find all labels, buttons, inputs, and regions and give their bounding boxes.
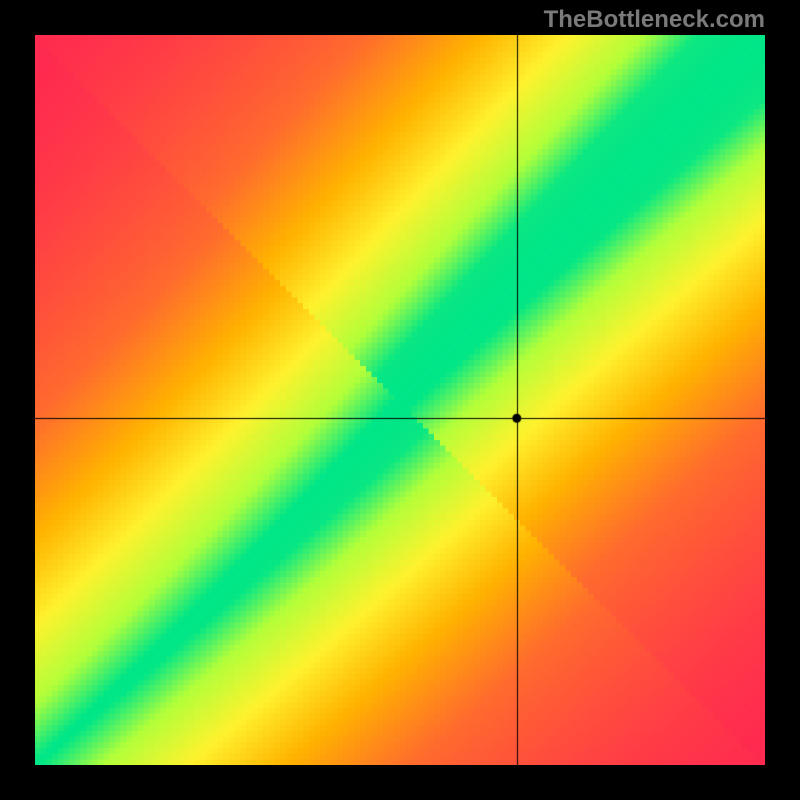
bottleneck-heatmap [35, 35, 765, 765]
chart-container: TheBottleneck.com [0, 0, 800, 800]
watermark-text: TheBottleneck.com [544, 6, 765, 34]
